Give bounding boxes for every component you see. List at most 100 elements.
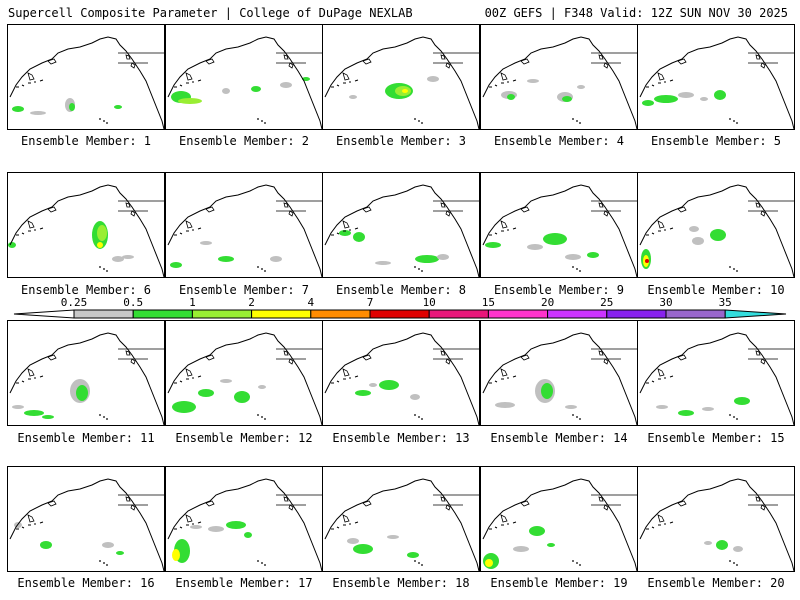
island-2 [440, 202, 446, 208]
coastline [167, 184, 322, 277]
hawaii-island-0 [414, 560, 416, 562]
aleutian-islands [331, 227, 359, 236]
island-2 [283, 202, 289, 208]
scp-contour-12-4 [258, 385, 266, 389]
colorbar-tick-label: 35 [718, 296, 732, 309]
scp-contour-9-2 [527, 244, 543, 250]
island-2 [283, 54, 289, 60]
scp-contour-4-5 [527, 79, 539, 83]
map-17 [167, 478, 322, 571]
border-lines [433, 348, 479, 360]
island-1 [205, 206, 215, 213]
coastline [167, 36, 322, 129]
scp-contour-1-0 [12, 106, 24, 112]
ensemble-panel-2 [165, 24, 323, 130]
scp-contour-16-2 [102, 542, 114, 548]
scp-contour-7-1 [218, 256, 234, 262]
island-0 [500, 72, 508, 81]
scp-contour-5-3 [714, 90, 726, 100]
ensemble-label-19: Ensemble Member: 19 [490, 576, 628, 590]
island-3 [445, 62, 451, 69]
coastline [167, 478, 322, 571]
scp-contour-12-2 [234, 391, 250, 403]
colorbar-segment-10 [665, 309, 726, 319]
scp-contour-6-5 [122, 255, 134, 259]
border-lines [591, 348, 637, 360]
coastline [324, 478, 479, 571]
hawaii-island-0 [257, 266, 259, 268]
hawaii-island-2 [106, 418, 108, 420]
island-3 [603, 504, 609, 511]
ensemble-panel-18 [322, 466, 480, 572]
island-3 [760, 358, 766, 365]
aleutian-islands [489, 521, 517, 530]
coastline [9, 332, 164, 425]
ensemble-label-2: Ensemble Member: 2 [178, 134, 310, 148]
border-lines [748, 494, 794, 506]
scp-contour-6-4 [112, 256, 124, 262]
scp-contour-10-4 [692, 237, 704, 245]
border-lines [433, 52, 479, 64]
hawaii-island-2 [736, 122, 738, 124]
aleutian-islands [174, 521, 202, 530]
scp-contour-2-2 [222, 88, 230, 94]
scp-contour-7-0 [170, 262, 182, 268]
island-3 [288, 504, 294, 511]
scp-contour-16-3 [116, 551, 124, 555]
island-1 [362, 354, 372, 361]
island-3 [288, 358, 294, 365]
scp-contour-8-1 [353, 232, 365, 242]
scp-contour-8-0 [339, 230, 351, 236]
scp-contour-1-3 [114, 105, 122, 109]
hawaii-island-2 [106, 122, 108, 124]
scp-contour-12-3 [220, 379, 232, 383]
scp-contour-18-1 [347, 538, 359, 544]
hawaii-island-1 [261, 562, 263, 564]
border-lines [276, 494, 322, 506]
aleutian-islands [646, 521, 674, 530]
island-0 [27, 514, 35, 523]
hawaii-island-1 [576, 416, 578, 418]
scp-contour-19-1 [485, 559, 493, 567]
hawaii-island-2 [579, 122, 581, 124]
border-lines [591, 52, 637, 64]
aleutian-islands [331, 79, 359, 88]
hawaii-island-2 [421, 122, 423, 124]
island-0 [27, 72, 35, 81]
ensemble-panel-4 [480, 24, 638, 130]
island-2 [755, 350, 761, 356]
scp-contour-5-1 [654, 95, 678, 103]
colorbar-tick-label: 25 [600, 296, 614, 309]
map-13 [324, 332, 479, 425]
aleutian-islands [174, 227, 202, 236]
coastline [639, 184, 794, 277]
aleutian-islands [331, 375, 359, 384]
ensemble-label-4: Ensemble Member: 4 [493, 134, 625, 148]
aleutian-islands [16, 375, 44, 384]
hawaii-island-2 [264, 564, 266, 566]
scp-contour-6-3 [8, 242, 16, 248]
scp-contour-13-3 [369, 383, 377, 387]
scp-contour-11-1 [76, 385, 88, 401]
aleutian-islands [646, 375, 674, 384]
island-2 [125, 54, 131, 60]
hawaii-island-0 [99, 560, 101, 562]
hawaii-island-1 [418, 416, 420, 418]
scp-contour-15-1 [678, 410, 694, 416]
scp-contour-19-2 [529, 526, 545, 536]
island-2 [283, 350, 289, 356]
scp-contour-9-3 [565, 254, 581, 260]
ensemble-label-18: Ensemble Member: 18 [332, 576, 470, 590]
island-0 [657, 368, 665, 377]
ensemble-label-11: Ensemble Member: 11 [17, 431, 155, 445]
island-0 [27, 368, 35, 377]
island-2 [283, 496, 289, 502]
scp-contour-7-3 [200, 241, 212, 245]
ensemble-label-8: Ensemble Member: 8 [335, 283, 467, 297]
hawaii-island-2 [579, 270, 581, 272]
ensemble-label-10: Ensemble Member: 10 [647, 283, 785, 297]
scp-contour-2-1 [178, 98, 202, 104]
hawaii-island-2 [421, 564, 423, 566]
aleutian-islands [16, 79, 44, 88]
border-lines [748, 348, 794, 360]
